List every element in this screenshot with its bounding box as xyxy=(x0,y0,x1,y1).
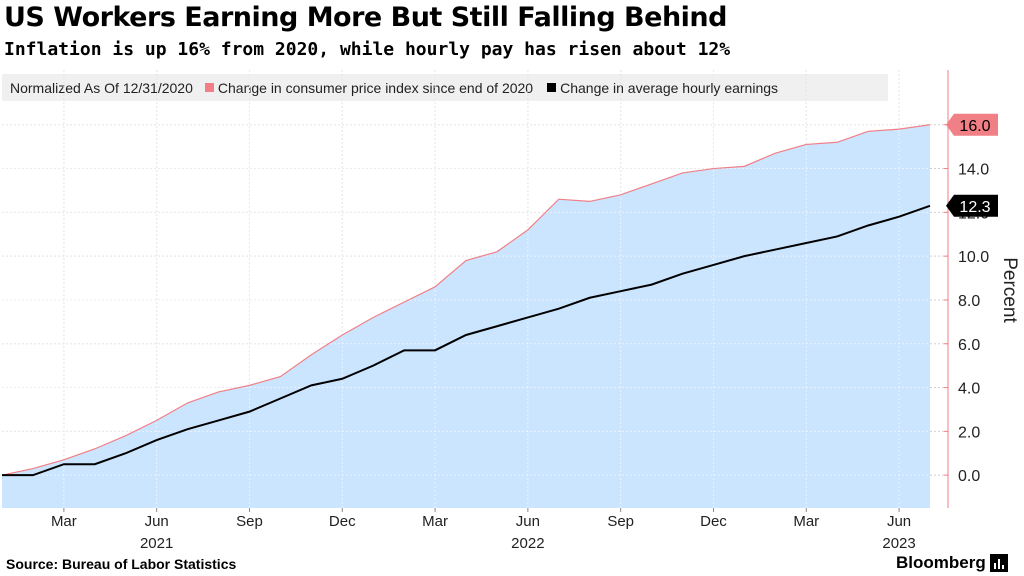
x-year-label: 2023 xyxy=(882,535,915,552)
x-tick-label: Mar xyxy=(51,513,77,530)
x-tick-label: Sep xyxy=(236,513,263,530)
legend-item-cpi: Change in consumer price index since end… xyxy=(204,79,534,96)
y-tick-label: 4.0 xyxy=(958,381,980,398)
y-tick-label: 2.0 xyxy=(958,424,980,441)
cpi-end-tag xyxy=(946,113,998,136)
x-tick-label: Jun xyxy=(887,513,911,530)
earnings-end-tag-label: 12.3 xyxy=(959,199,990,216)
x-year-label: 2022 xyxy=(511,535,544,552)
bloomberg-logo-icon xyxy=(989,554,1008,572)
x-year-label: 2021 xyxy=(140,535,173,552)
earnings-line xyxy=(2,204,931,477)
cpi-line xyxy=(1,124,931,476)
x-tick-label: Sep xyxy=(607,513,634,530)
y-tick-label: 14.0 xyxy=(958,162,989,179)
legend-swatch-earnings xyxy=(547,83,557,92)
chart-subtitle: Inflation is up 16% from 2020, while hou… xyxy=(4,39,731,60)
y-tick-label: 10.0 xyxy=(958,249,989,266)
y-tick-label: 0.0 xyxy=(958,468,980,485)
chart-title: US Workers Earning More But Still Fallin… xyxy=(4,2,727,33)
cpi-area xyxy=(2,124,930,508)
cpi-end-tag-label: 16.0 xyxy=(959,118,990,135)
x-tick-label: Dec xyxy=(700,513,727,530)
x-tick-label: Dec xyxy=(329,513,356,530)
x-tick-label: Mar xyxy=(422,513,448,530)
y-tick-label: 8.0 xyxy=(958,293,980,310)
x-tick-label: Jun xyxy=(516,513,540,530)
y-tick-label: 6.0 xyxy=(958,337,980,354)
source-note: Source: Bureau of Labor Statistics xyxy=(6,556,237,572)
legend-note: Normalized As Of 12/31/2020 xyxy=(10,79,193,96)
legend-item-earnings: Change in average hourly earnings xyxy=(547,80,778,96)
legend-label-earnings: Change in average hourly earnings xyxy=(560,79,779,96)
legend-swatch-cpi xyxy=(204,83,214,92)
brand-name: Bloomberg xyxy=(896,553,986,572)
legend: Normalized As Of 12/31/2020 Change in co… xyxy=(2,74,888,101)
brand: Bloomberg xyxy=(896,553,1008,573)
x-tick-label: Mar xyxy=(793,513,819,530)
x-tick-label: Jun xyxy=(145,513,169,530)
y-axis-label: Percent xyxy=(999,257,1020,323)
earnings-end-tag xyxy=(946,194,998,217)
legend-label-cpi: Change in consumer price index since end… xyxy=(217,79,534,96)
